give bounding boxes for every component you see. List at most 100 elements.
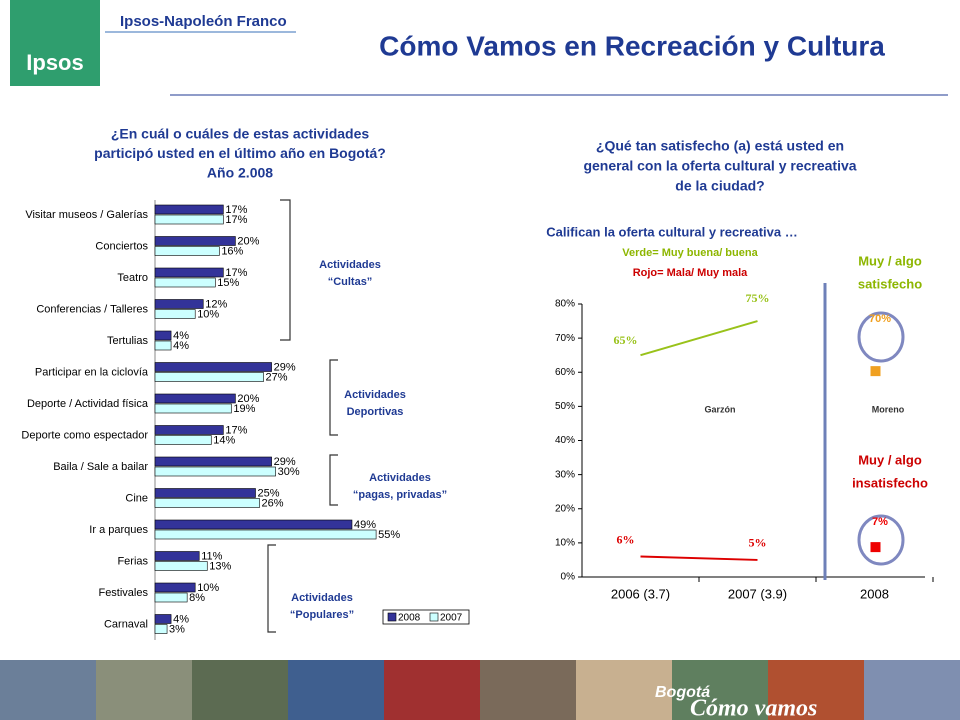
bar — [154, 498, 260, 508]
y-tick-label: 60% — [555, 367, 575, 378]
x-tick-label: 2007 (3.9) — [728, 586, 787, 601]
y-tick-label: 0% — [561, 572, 576, 583]
marker-ring — [857, 311, 905, 363]
legend-box — [382, 609, 470, 625]
chart-title: ¿Qué tan satisfecho (a) está usted en — [596, 138, 844, 154]
value-label: 13% — [209, 560, 231, 572]
chart-title: participó usted en el último año en Bogo… — [94, 145, 386, 161]
y-tick-label: Ir a parques — [89, 524, 148, 536]
bar — [154, 372, 264, 382]
chart-subtitle: Califican la oferta cultural y recreativ… — [546, 224, 797, 239]
annotation: Moreno — [872, 404, 905, 414]
x-tick-label: 2008 — [860, 586, 889, 601]
y-tick-label: Visitar museos / Galerías — [25, 209, 148, 221]
footer-logo: Cómo vamos — [690, 696, 817, 720]
marker-caption: satisfecho — [858, 276, 922, 291]
photo — [96, 660, 192, 720]
bar — [154, 362, 272, 372]
legend-label: 2007 — [440, 613, 463, 624]
value-label: 17% — [225, 204, 247, 216]
bar — [154, 309, 196, 319]
x-tick-label: 2006 (3.7) — [611, 586, 670, 601]
value-label: 17% — [225, 267, 247, 279]
value-label: 20% — [237, 393, 259, 405]
bar — [154, 529, 377, 540]
value-label: 4% — [173, 340, 189, 352]
bar — [154, 519, 353, 530]
y-tick-label: 10% — [555, 538, 575, 549]
y-tick-label: Participar en la ciclovía — [35, 366, 149, 378]
bar — [154, 466, 276, 477]
y-tick-label: Carnaval — [104, 618, 148, 630]
series-line — [640, 320, 758, 357]
annotation: Garzón — [704, 404, 735, 414]
group-label: Actividades — [291, 592, 353, 604]
y-tick-label: 70% — [555, 333, 575, 344]
marker-caption: Muy / algo — [858, 253, 922, 268]
chart-title: ¿En cuál o cuáles de estas actividades — [111, 126, 370, 142]
footer-strip — [0, 660, 960, 720]
bar — [154, 456, 272, 467]
marker — [870, 542, 881, 553]
bar — [154, 403, 232, 414]
group-bracket — [329, 359, 338, 436]
bar — [154, 561, 208, 571]
value-label: 25% — [258, 487, 280, 499]
photo — [384, 660, 480, 720]
value-label: 5% — [749, 536, 767, 550]
value-label: 30% — [278, 466, 300, 478]
y-tick-label: Deporte / Actividad física — [27, 398, 149, 410]
bar — [154, 267, 224, 278]
marker-label: 7% — [872, 516, 888, 528]
value-label: 29% — [274, 361, 296, 373]
value-label: 4% — [173, 613, 189, 625]
chart-title: general con la oferta cultural y recreat… — [583, 158, 856, 174]
value-label: 29% — [274, 456, 296, 468]
y-tick-label: 20% — [555, 503, 575, 514]
group-label: Deportivas — [347, 406, 404, 418]
y-tick-label: Ferias — [117, 555, 148, 567]
value-label: 12% — [205, 298, 227, 310]
y-tick-label: Baila / Sale a bailar — [53, 461, 148, 473]
marker — [870, 366, 881, 377]
y-tick-label: Conciertos — [95, 240, 148, 252]
bar — [154, 435, 212, 445]
bar — [154, 204, 224, 215]
bar — [154, 393, 236, 404]
bar — [154, 592, 188, 603]
value-label: 75% — [746, 291, 770, 305]
marker-caption: insatisfecho — [852, 475, 928, 490]
group-label: Actividades — [319, 259, 381, 271]
note: Verde= Muy buena/ buena — [622, 247, 758, 259]
value-label: 17% — [225, 214, 247, 226]
photo — [576, 660, 672, 720]
y-tick-label: 40% — [555, 435, 575, 446]
y-tick-label: Tertulias — [107, 335, 148, 347]
photo — [480, 660, 576, 720]
photo — [0, 660, 96, 720]
photo — [288, 660, 384, 720]
logo-box — [10, 0, 100, 86]
value-label: 4% — [173, 330, 189, 342]
value-label: 27% — [266, 371, 288, 383]
note: Rojo= Mala/ Muy mala — [633, 267, 748, 279]
slide-title: Cómo Vamos en Recreación y Cultura — [379, 30, 885, 61]
group-bracket — [280, 199, 291, 341]
photo — [672, 660, 768, 720]
y-tick-label: 80% — [555, 299, 575, 310]
y-tick-label: Cine — [125, 492, 148, 504]
photo — [192, 660, 288, 720]
value-label: 65% — [614, 333, 638, 347]
photo — [768, 660, 864, 720]
logo-text: Ipsos — [26, 50, 83, 75]
marker-ring — [857, 514, 905, 566]
value-label: 16% — [221, 245, 243, 257]
y-tick-label: Festivales — [98, 587, 148, 599]
y-tick-label: Conferencias / Talleres — [36, 303, 148, 315]
bar — [154, 488, 256, 498]
value-label: 55% — [378, 529, 400, 541]
value-label: 19% — [233, 403, 255, 415]
marker-caption: Muy / algo — [858, 452, 922, 467]
value-label: 26% — [262, 497, 284, 509]
bar — [154, 330, 172, 341]
